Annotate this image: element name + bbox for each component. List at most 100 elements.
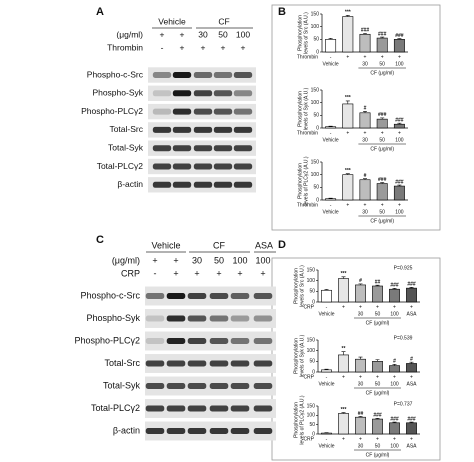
- unit-label: (μg/ml): [112, 255, 140, 265]
- significance: ###: [361, 28, 370, 34]
- blot-row-label: β-actin: [113, 425, 140, 435]
- bar: [372, 285, 383, 303]
- blot-band: [166, 315, 186, 322]
- treatment-label: Thrombin: [297, 54, 318, 60]
- panel-label: C: [96, 234, 104, 246]
- sign: -: [154, 268, 157, 278]
- sign: +: [381, 202, 384, 208]
- dose: 100: [255, 255, 270, 265]
- bar: [372, 418, 383, 435]
- significance: #: [364, 173, 367, 179]
- error-bar: [397, 184, 402, 187]
- error-bar: [328, 38, 333, 40]
- sign: +: [364, 202, 367, 208]
- y-tick-label: 0: [316, 197, 319, 203]
- bar: [376, 118, 388, 129]
- blot-band: [193, 90, 213, 97]
- x-tick-label: 100: [390, 443, 399, 449]
- bar: [376, 183, 388, 201]
- blot-band: [152, 163, 172, 170]
- sign: +: [381, 54, 384, 60]
- sign: +: [241, 42, 246, 52]
- dose: 100: [232, 255, 247, 265]
- blot-band: [145, 315, 165, 322]
- x-tick-label: Vehicle: [323, 209, 339, 215]
- x-tick-label: Vehicle: [318, 381, 334, 387]
- significance: ###: [390, 283, 399, 289]
- y-tick-label: 150: [311, 87, 320, 93]
- blot-band: [145, 405, 165, 412]
- blot-band: [253, 428, 273, 434]
- blot-row-label: Phospho-c-Src: [87, 69, 144, 79]
- x-tick-label: 50: [379, 137, 385, 143]
- bar: [359, 179, 371, 201]
- blot-row-label: Phospho-Syk: [86, 313, 140, 323]
- blot-band: [187, 428, 207, 434]
- blot-row-label: Total-Src: [104, 358, 140, 368]
- blot-band: [145, 383, 165, 389]
- significance: ###: [395, 33, 404, 39]
- bar: [321, 369, 332, 373]
- y-axis-label: levels of Src (A.U.): [303, 12, 309, 54]
- blot-band: [152, 90, 172, 97]
- group-header: ASA: [255, 240, 273, 250]
- blot-band: [230, 405, 250, 412]
- blot-row-label: Phospho-PLCγ2: [81, 106, 143, 116]
- bar: [372, 361, 383, 373]
- y-tick-label: 150: [311, 11, 320, 17]
- blot-band: [172, 126, 192, 133]
- bar: [359, 33, 371, 53]
- y-axis-label: Phosphorylation: [293, 268, 299, 304]
- y-tick-label: 50: [313, 185, 319, 191]
- error-bar: [324, 368, 329, 370]
- y-tick-label: 150: [307, 267, 316, 273]
- blot-row-label: Total-Syk: [103, 380, 141, 390]
- treatment-label: CRP: [303, 304, 314, 310]
- treatment-label: Thrombin: [297, 202, 318, 208]
- y-tick-label: 0: [312, 369, 315, 375]
- error-bar: [380, 182, 385, 184]
- sign: +: [221, 42, 226, 52]
- bar: [389, 365, 400, 373]
- blot-band: [166, 383, 186, 389]
- blot-band: [193, 163, 213, 170]
- error-bar: [397, 38, 402, 40]
- blot-band: [145, 338, 165, 344]
- sign: -: [326, 304, 328, 310]
- sign: +: [393, 304, 396, 310]
- y-tick-label: 100: [311, 172, 320, 178]
- x-tick-label: 30: [362, 137, 368, 143]
- bar: [406, 363, 417, 373]
- bar: [338, 413, 349, 435]
- y-axis-label: levels of Syk (A.U.): [303, 87, 309, 130]
- bar: [325, 39, 337, 53]
- dose: +: [173, 255, 178, 265]
- sign: +: [194, 268, 199, 278]
- blot-band: [230, 383, 250, 389]
- blot-row-label: Total-Syk: [108, 142, 144, 152]
- error-bar: [375, 418, 380, 420]
- sign: +: [398, 130, 401, 136]
- dose: 30: [198, 29, 208, 39]
- blot-band: [193, 72, 213, 78]
- x-tick-label: Vehicle: [318, 311, 334, 317]
- x-tick-label: 30: [362, 61, 368, 67]
- significance: ***: [345, 10, 351, 16]
- blot-band: [166, 428, 186, 434]
- blot-band: [213, 72, 233, 78]
- y-axis-label: Phosphorylation: [297, 15, 303, 51]
- significance: ###: [378, 177, 387, 183]
- y-axis-label: Phosphorylation: [297, 163, 303, 199]
- y-tick-label: 0: [312, 299, 315, 305]
- blot-row-label: β-actin: [117, 179, 143, 189]
- y-tick-label: 50: [313, 37, 319, 43]
- blot-band: [209, 315, 229, 322]
- x-tick-label: 50: [375, 311, 381, 317]
- error-bar: [324, 289, 329, 291]
- sign: +: [410, 304, 413, 310]
- significance: ###: [407, 416, 416, 422]
- significance: ***: [341, 271, 347, 277]
- error-bar: [409, 421, 414, 423]
- y-tick-label: 150: [307, 337, 316, 343]
- group-label: CF (μg/ml): [366, 320, 390, 326]
